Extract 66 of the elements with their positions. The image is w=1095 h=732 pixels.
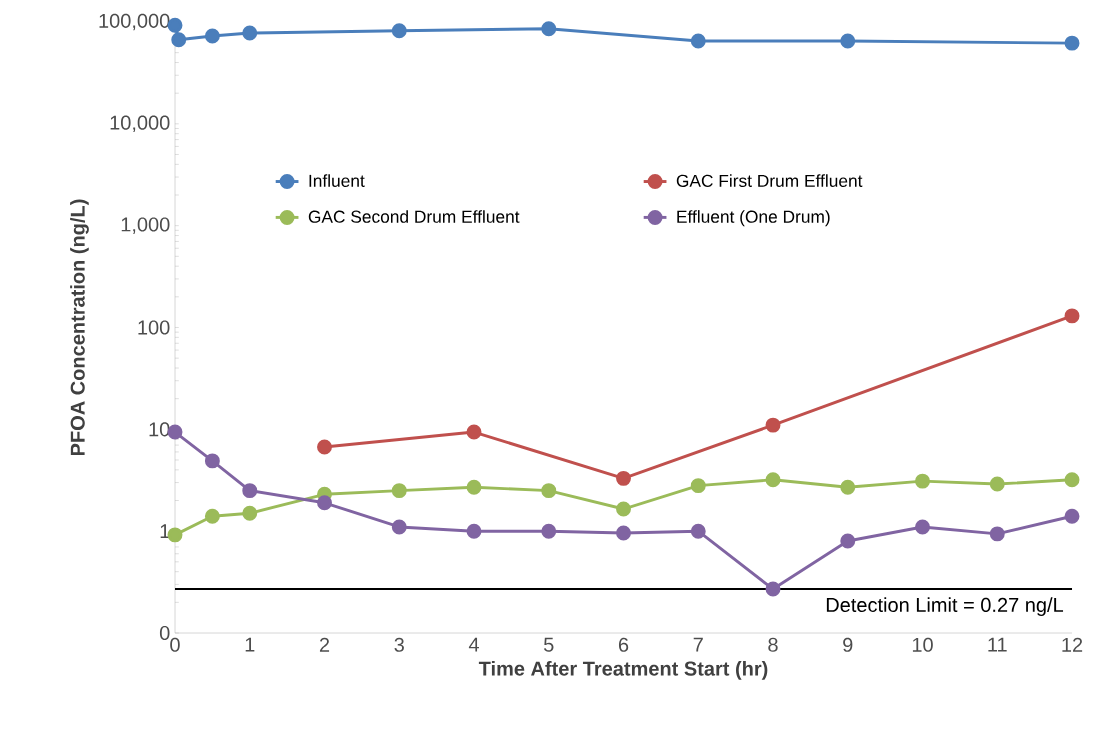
point	[204, 508, 220, 524]
point	[1064, 308, 1080, 324]
point	[466, 479, 482, 495]
point	[541, 523, 557, 539]
point	[466, 424, 482, 440]
y-tick-label: 10	[149, 422, 170, 437]
point	[171, 32, 187, 48]
point	[616, 525, 631, 541]
x-tick-label: 10	[912, 637, 933, 652]
x-tick-label: 1	[245, 637, 255, 652]
point	[765, 581, 781, 597]
legend-label: Influent	[309, 174, 365, 187]
point	[204, 28, 220, 44]
point	[690, 33, 706, 49]
ref-line-label: Detection Limit = 0.27 ng/L	[826, 597, 1064, 616]
y-tick-label: 1	[160, 524, 170, 539]
point	[242, 505, 258, 521]
y-tick-label: 100,000	[99, 13, 170, 31]
point	[616, 501, 631, 517]
y-tick-label: 100	[138, 320, 170, 335]
x-tick-label: 9	[843, 637, 853, 652]
legend-label: Effluent (One Drum)	[677, 210, 830, 227]
point	[690, 523, 706, 539]
x-tick-label: 12	[1062, 637, 1083, 652]
point	[541, 483, 557, 499]
legend-label: GAC Second Drum Effluent	[308, 210, 520, 223]
point	[840, 533, 856, 549]
y-tick-label: 10,000	[110, 115, 170, 133]
point	[989, 526, 1005, 542]
point	[391, 519, 407, 535]
point	[690, 478, 706, 494]
x-tick-label: 4	[468, 637, 479, 652]
legend-label: GAC First Drum Effluent	[676, 174, 863, 187]
point	[167, 527, 183, 543]
point	[616, 470, 631, 486]
x-tick-label: 7	[693, 637, 703, 652]
x-tick-label: 11	[988, 637, 1007, 652]
x-tick-label: 3	[394, 637, 404, 652]
point	[1064, 35, 1080, 51]
y-tick-label: 0	[159, 625, 170, 641]
x-tick-label: 8	[768, 637, 778, 652]
point	[840, 33, 856, 49]
point	[765, 472, 781, 488]
x-tick-label: 5	[543, 637, 554, 652]
point	[765, 417, 781, 433]
point	[1064, 508, 1080, 524]
point	[840, 479, 856, 495]
point	[915, 519, 930, 535]
x-axis-title: Time After Treatment Start (hr)	[478, 661, 768, 680]
y-axis-title: PFOA Concentration (ng/L)	[70, 199, 89, 456]
point	[391, 23, 407, 39]
point	[242, 483, 258, 499]
point	[242, 25, 258, 41]
x-tick-label: 6	[618, 637, 629, 652]
point	[391, 483, 407, 499]
x-tick-label: 0	[170, 637, 180, 652]
y-tick-label: 1,000	[121, 217, 170, 234]
point	[317, 495, 332, 511]
point	[989, 476, 1005, 492]
point	[317, 439, 332, 455]
point	[1064, 472, 1080, 488]
point	[204, 453, 220, 469]
x-tick-label: 2	[319, 637, 330, 652]
point	[915, 473, 930, 489]
point	[541, 21, 557, 37]
point	[466, 523, 482, 539]
